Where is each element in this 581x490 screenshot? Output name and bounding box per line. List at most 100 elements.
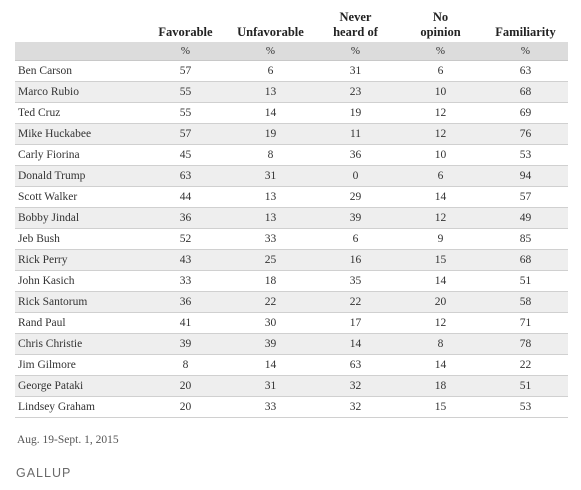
familiarity-value: 58: [483, 291, 568, 313]
unfavorable-value: 8: [228, 144, 313, 166]
unit-familiarity: %: [483, 42, 568, 61]
favorable-value: 8: [143, 354, 228, 376]
never-heard-value: 19: [313, 102, 398, 124]
never-heard-value: 22: [313, 291, 398, 313]
unit-never-heard: %: [313, 42, 398, 61]
table-row: Chris Christie 39 39 14 8 78: [15, 333, 568, 355]
candidate-name: Marco Rubio: [15, 81, 143, 103]
table-row: Jeb Bush 52 33 6 9 85: [15, 228, 568, 250]
no-opinion-value: 10: [398, 81, 483, 103]
no-opinion-value: 20: [398, 291, 483, 313]
no-opinion-value: 9: [398, 228, 483, 250]
favorable-value: 57: [143, 60, 228, 82]
unfavorable-value: 33: [228, 396, 313, 418]
familiarity-value: 78: [483, 333, 568, 355]
favorable-value: 20: [143, 396, 228, 418]
table-row: Carly Fiorina 45 8 36 10 53: [15, 144, 568, 166]
unfavorable-value: 13: [228, 207, 313, 229]
no-opinion-value: 15: [398, 396, 483, 418]
unfavorable-value: 18: [228, 270, 313, 292]
header-no-opinion-label: No opinion: [420, 10, 461, 39]
table-row: Rick Perry 43 25 16 15 68: [15, 249, 568, 271]
familiarity-value: 71: [483, 312, 568, 334]
no-opinion-value: 12: [398, 123, 483, 145]
unfavorable-value: 14: [228, 354, 313, 376]
favorable-value: 44: [143, 186, 228, 208]
favorable-value: 52: [143, 228, 228, 250]
header-never-heard-label: Never heard of: [333, 10, 378, 39]
familiarity-value: 51: [483, 375, 568, 397]
familiarity-value: 51: [483, 270, 568, 292]
candidate-name: Rand Paul: [15, 312, 143, 334]
header-familiarity: Familiarity: [483, 8, 568, 42]
never-heard-value: 31: [313, 60, 398, 82]
candidate-name: Ben Carson: [15, 60, 143, 82]
table-row: George Pataki 20 31 32 18 51: [15, 375, 568, 397]
unfavorable-value: 13: [228, 186, 313, 208]
never-heard-value: 29: [313, 186, 398, 208]
never-heard-value: 35: [313, 270, 398, 292]
never-heard-value: 39: [313, 207, 398, 229]
candidate-name: Bobby Jindal: [15, 207, 143, 229]
no-opinion-value: 6: [398, 165, 483, 187]
candidate-name: John Kasich: [15, 270, 143, 292]
favorable-value: 33: [143, 270, 228, 292]
favorable-value: 55: [143, 102, 228, 124]
no-opinion-value: 14: [398, 186, 483, 208]
candidate-name: Scott Walker: [15, 186, 143, 208]
never-heard-value: 6: [313, 228, 398, 250]
favorable-value: 55: [143, 81, 228, 103]
unfavorable-value: 25: [228, 249, 313, 271]
unit-unfavorable: %: [228, 42, 313, 61]
no-opinion-value: 14: [398, 354, 483, 376]
candidate-name: Jim Gilmore: [15, 354, 143, 376]
date-range: Aug. 19-Sept. 1, 2015: [17, 434, 119, 446]
no-opinion-value: 10: [398, 144, 483, 166]
candidate-name: Mike Huckabee: [15, 123, 143, 145]
table-row: Donald Trump 63 31 0 6 94: [15, 165, 568, 187]
familiarity-value: 63: [483, 60, 568, 82]
candidate-name: Chris Christie: [15, 333, 143, 355]
familiarity-value: 53: [483, 396, 568, 418]
no-opinion-value: 12: [398, 102, 483, 124]
unfavorable-value: 30: [228, 312, 313, 334]
header-favorable: Favorable: [143, 8, 228, 42]
table-body: Ben Carson 57 6 31 6 63 Marco Rubio 55 13 23 10 68 T…: [15, 60, 568, 418]
gallup-logo: GALLUP: [16, 466, 72, 480]
favorable-value: 39: [143, 333, 228, 355]
favorable-value: 45: [143, 144, 228, 166]
never-heard-value: 63: [313, 354, 398, 376]
never-heard-value: 11: [313, 123, 398, 145]
candidate-name: Jeb Bush: [15, 228, 143, 250]
candidate-name: Rick Santorum: [15, 291, 143, 313]
table-row: Ben Carson 57 6 31 6 63: [15, 60, 568, 82]
favorable-value: 36: [143, 291, 228, 313]
table-row: Bobby Jindal 36 13 39 12 49: [15, 207, 568, 229]
no-opinion-value: 6: [398, 60, 483, 82]
unfavorable-value: 31: [228, 375, 313, 397]
familiarity-value: 49: [483, 207, 568, 229]
favorable-value: 41: [143, 312, 228, 334]
no-opinion-value: 14: [398, 270, 483, 292]
unfavorable-value: 31: [228, 165, 313, 187]
table-row: Rand Paul 41 30 17 12 71: [15, 312, 568, 334]
unfavorable-value: 19: [228, 123, 313, 145]
unfavorable-value: 13: [228, 81, 313, 103]
units-row: % % % % %: [15, 42, 568, 61]
candidate-name: Carly Fiorina: [15, 144, 143, 166]
table-row: Mike Huckabee 57 19 11 12 76: [15, 123, 568, 145]
header-name: [15, 8, 143, 42]
familiarity-value: 68: [483, 249, 568, 271]
candidate-name: George Pataki: [15, 375, 143, 397]
never-heard-value: 17: [313, 312, 398, 334]
no-opinion-value: 15: [398, 249, 483, 271]
favorable-value: 63: [143, 165, 228, 187]
familiarity-value: 69: [483, 102, 568, 124]
never-heard-value: 32: [313, 396, 398, 418]
favorable-value: 43: [143, 249, 228, 271]
familiarity-value: 76: [483, 123, 568, 145]
unfavorable-value: 22: [228, 291, 313, 313]
unfavorable-value: 33: [228, 228, 313, 250]
no-opinion-value: 18: [398, 375, 483, 397]
never-heard-value: 36: [313, 144, 398, 166]
